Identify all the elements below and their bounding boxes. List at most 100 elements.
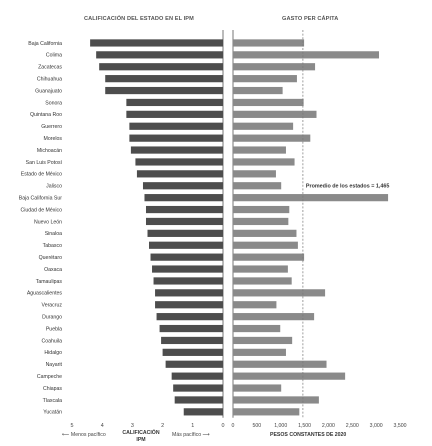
ipm-bar xyxy=(150,253,223,261)
right-x-tick-label: 1,000 xyxy=(274,423,287,429)
spending-bar xyxy=(233,253,305,261)
ipm-bar xyxy=(105,75,223,83)
ipm-bar xyxy=(183,408,223,416)
right-x-tick-label: 0 xyxy=(232,423,235,429)
spending-bar xyxy=(233,158,295,166)
state-label: Michoacán xyxy=(37,148,62,154)
ipm-bar xyxy=(149,241,223,249)
spending-bar xyxy=(233,39,305,47)
state-label: Chiapas xyxy=(43,386,62,392)
spending-bar xyxy=(233,277,292,285)
spending-bar xyxy=(233,217,289,226)
spending-bar xyxy=(233,229,297,237)
left-x-tick-label: 5 xyxy=(71,423,74,429)
left-x-tick-label: 1 xyxy=(191,423,194,429)
state-label: Guanajuato xyxy=(35,88,62,94)
spending-bar xyxy=(233,396,319,404)
spending-bar xyxy=(233,289,326,297)
state-label: Sonora xyxy=(45,100,62,106)
spending-bar xyxy=(233,348,286,356)
spending-bar xyxy=(233,372,346,380)
right-x-tick-label: 2,500 xyxy=(346,423,359,429)
spending-bar xyxy=(233,360,327,368)
state-label: Jalisco xyxy=(46,184,62,190)
state-label: Veracruz xyxy=(42,303,63,309)
ipm-bar xyxy=(145,217,223,226)
state-label: Sinaloa xyxy=(45,231,62,237)
spending-bar xyxy=(233,408,300,416)
left-chart-title: CALIFICACIÓN DEL ESTADO EN EL IPM xyxy=(84,16,194,22)
spending-bar xyxy=(233,182,282,190)
left-x-tick-label: 4 xyxy=(101,423,104,429)
state-label: Guerrero xyxy=(41,124,62,130)
ipm-bar xyxy=(142,182,223,190)
state-label: Aguascalientes xyxy=(27,291,63,297)
ipm-bar xyxy=(126,98,223,107)
left-x-axis-label: CALIFICACIÓN IPM xyxy=(122,430,160,443)
ipm-bar xyxy=(99,63,223,71)
state-label: Colima xyxy=(46,53,62,59)
right-x-tick-label: 1,500 xyxy=(298,423,311,429)
right-x-tick-label: 3,500 xyxy=(394,423,407,429)
spending-bar xyxy=(233,194,389,202)
state-label: Puebla xyxy=(46,326,62,332)
ipm-bar xyxy=(156,313,223,321)
state-label: Tamaulipas xyxy=(36,279,63,285)
ipm-bar xyxy=(105,86,223,95)
spending-bar xyxy=(233,51,380,59)
ipm-bar xyxy=(152,265,223,273)
state-label: Querétaro xyxy=(39,255,62,261)
spending-bar xyxy=(233,265,288,273)
more-peaceful-note: Más pacífico ⟶ xyxy=(172,432,210,438)
ipm-bar xyxy=(173,384,223,392)
spending-bar xyxy=(233,75,297,83)
state-label: Tlaxcala xyxy=(43,398,62,404)
less-peaceful-note: ⟵ Menos pacífico xyxy=(62,432,106,438)
left-x-tick-label: 2 xyxy=(161,423,164,429)
state-label: San Luis Potosí xyxy=(26,160,63,166)
state-label: Yucatán xyxy=(43,410,62,416)
ipm-bar xyxy=(153,277,223,285)
spending-bar xyxy=(233,134,311,142)
right-chart-title: GASTO PER CÁPITA xyxy=(282,16,339,22)
state-label: Nayarit xyxy=(46,362,63,368)
left-x-tick-label: 3 xyxy=(131,423,134,429)
state-label: Ciudad de México xyxy=(20,207,62,213)
state-label: Quintana Roo xyxy=(30,112,62,118)
ipm-bar xyxy=(129,134,223,142)
ipm-bar xyxy=(161,336,223,345)
ipm-bar xyxy=(162,348,223,356)
state-label: Chihuahua xyxy=(37,76,62,82)
state-label: Baja California Sur xyxy=(19,195,63,201)
spending-bar xyxy=(233,384,282,392)
state-label: Morelos xyxy=(44,136,63,142)
state-label: Estado de México xyxy=(21,172,62,178)
spending-bar xyxy=(233,146,286,154)
spending-bar xyxy=(233,324,281,333)
ipm-bar xyxy=(129,122,223,130)
state-label: Nuevo León xyxy=(34,219,62,225)
right-x-axis-label: PESOS CONSTANTES DE 2020 xyxy=(270,432,347,438)
left-x-tick-label: 0 xyxy=(222,423,225,429)
state-label: Baja California xyxy=(28,41,62,47)
state-label: Zacatecas xyxy=(38,65,62,71)
ipm-bar xyxy=(96,51,223,59)
ipm-bar xyxy=(144,194,223,202)
state-label: Tabasco xyxy=(43,243,62,249)
spending-bar xyxy=(233,301,277,309)
spending-bar xyxy=(233,86,283,95)
spending-bar xyxy=(233,110,317,118)
state-label: Hidalgo xyxy=(44,350,62,356)
spending-bar xyxy=(233,313,315,321)
ipm-bar xyxy=(165,360,223,368)
state-label: Durango xyxy=(42,314,62,320)
right-x-tick-label: 2,000 xyxy=(322,423,335,429)
ipm-bar xyxy=(90,39,224,47)
average-reference-label: Promedio de los estados = 1,465 xyxy=(306,184,389,190)
ipm-bar xyxy=(145,205,223,214)
state-label: Coahuila xyxy=(42,338,63,344)
ipm-bar xyxy=(155,289,223,297)
spending-bar xyxy=(233,205,290,214)
ipm-bar xyxy=(147,229,223,237)
